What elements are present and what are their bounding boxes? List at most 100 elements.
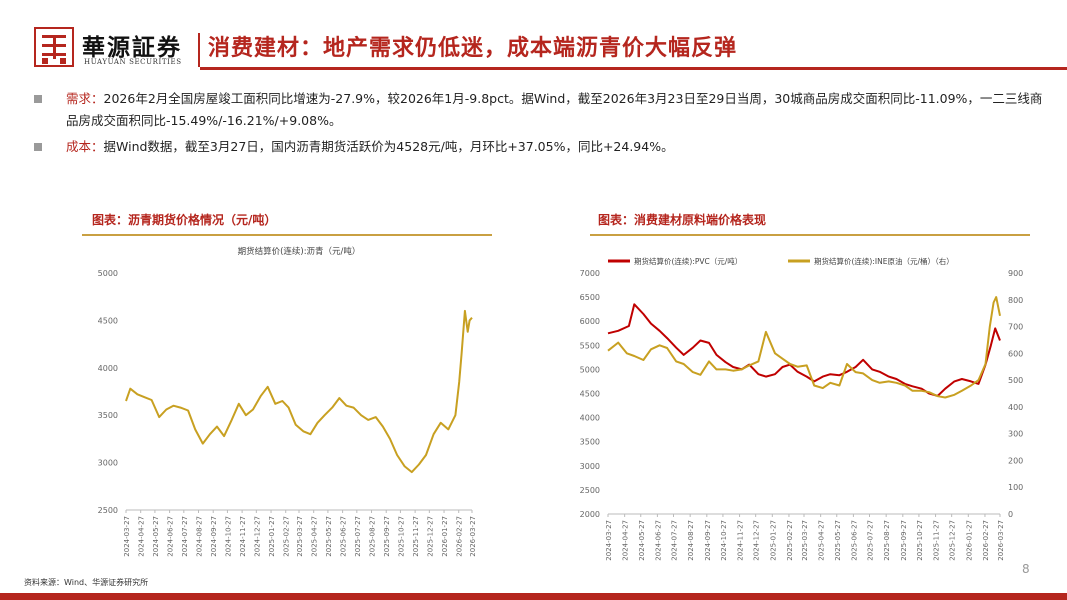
- y2-tick-label: 800: [1008, 296, 1023, 305]
- x-tick-label: 2025-06-27: [340, 516, 348, 557]
- x-tick-label: 2025-12-27: [426, 516, 434, 557]
- x-tick-label: 2025-08-27: [883, 520, 891, 561]
- y-tick-label: 2500: [580, 486, 600, 495]
- x-tick-label: 2026-01-27: [441, 516, 449, 557]
- x-tick-label: 2024-09-27: [704, 520, 712, 561]
- bullet-square-icon: [34, 143, 42, 151]
- x-tick-label: 2024-08-27: [687, 520, 695, 561]
- x-tick-label: 2025-12-27: [949, 520, 957, 561]
- bullet-demand: 需求：2026年2月全国房屋竣工面积同比增速为-27.9%，较2026年1月-9…: [34, 88, 1044, 132]
- x-tick-label: 2024-05-27: [638, 520, 646, 561]
- right-figure-rule: [590, 234, 1030, 236]
- x-tick-label: 2024-06-27: [167, 516, 175, 557]
- page-number: 8: [1022, 562, 1030, 576]
- x-tick-label: 2024-10-27: [224, 516, 232, 557]
- x-tick-label: 2024-07-27: [181, 516, 189, 557]
- x-tick-label: 2025-10-27: [916, 520, 924, 561]
- left-figure-title: 图表：沥青期货价格情况（元/吨）: [92, 213, 277, 227]
- x-tick-label: 2024-12-27: [753, 520, 761, 561]
- right-figure-title: 图表：消费建材原料端价格表现: [598, 213, 767, 227]
- logo-chinese-name: 華源証券: [82, 34, 182, 61]
- x-tick-label: 2025-10-27: [397, 516, 405, 557]
- x-tick-label: 2024-03-27: [123, 516, 131, 557]
- asphalt-futures-chart: 2500 3000 3500 4000 4500 5000 2024-03-27 2024-0…: [98, 246, 477, 557]
- bullet-tag: 需求：: [66, 91, 104, 106]
- x-tick-label: 2025-02-27: [786, 520, 794, 561]
- x-tick-label: 2025-11-27: [412, 516, 420, 557]
- y-tick-label: 4500: [98, 316, 118, 325]
- x-tick-label: 2025-07-27: [354, 516, 362, 557]
- logo-english-name: HUAYUAN SECURITIES: [84, 58, 182, 66]
- left-figure-rule: [82, 234, 492, 236]
- footer-bar: [0, 593, 1067, 600]
- x-tick-label: 2025-03-27: [296, 516, 304, 557]
- x-tick-label: 2025-06-27: [850, 520, 858, 561]
- source-note: 资料来源：Wind、华源证券研究所: [24, 578, 149, 587]
- y2-tick-label: 200: [1008, 456, 1023, 465]
- bullet-tag: 成本：: [66, 139, 104, 154]
- y2-tick-label: 600: [1008, 349, 1023, 358]
- y2-tick-label: 500: [1008, 376, 1023, 385]
- y-tick-label: 5000: [580, 365, 600, 374]
- x-tick-label: 2025-08-27: [369, 516, 377, 557]
- building-materials-cost-chart: 2000250030003500400045005000550060006500…: [580, 256, 1024, 561]
- y-tick-label: 7000: [580, 269, 600, 278]
- x-tick-label: 2024-04-27: [138, 516, 146, 557]
- x-tick-label: 2026-02-27: [982, 520, 990, 561]
- x-tick-label: 2025-01-27: [268, 516, 276, 557]
- x-tick-label: 2026-02-27: [456, 516, 464, 557]
- x-tick-label: 2024-08-27: [196, 516, 204, 557]
- y-tick-label: 6000: [580, 317, 600, 326]
- header-rule: [200, 67, 1067, 70]
- y-tick-label: 2500: [98, 506, 118, 515]
- x-tick-label: 2025-11-27: [933, 520, 941, 561]
- y2-tick-label: 100: [1008, 483, 1023, 492]
- x-tick-label: 2026-01-27: [965, 520, 973, 561]
- y2-tick-label: 900: [1008, 269, 1023, 278]
- bullet-text: 2026年2月全国房屋竣工面积同比增速为-27.9%，较2026年1月-9.8p…: [66, 91, 1043, 128]
- y-tick-label: 6500: [580, 293, 600, 302]
- x-tick-label: 2024-09-27: [210, 516, 218, 557]
- header-divider: [198, 33, 200, 67]
- y-tick-label: 5500: [580, 341, 600, 350]
- series-line: [125, 309, 473, 474]
- y-tick-label: 3500: [580, 438, 600, 447]
- logo-mark: [34, 27, 74, 67]
- y-tick-label: 4000: [580, 414, 600, 423]
- y-tick-label: 4500: [580, 390, 600, 399]
- x-tick-label: 2025-02-27: [283, 516, 291, 557]
- x-tick-label: 2025-04-27: [311, 516, 319, 557]
- y2-tick-label: 400: [1008, 403, 1023, 412]
- x-tick-label: 2024-04-27: [622, 520, 630, 561]
- x-tick-label: 2025-09-27: [383, 516, 391, 557]
- y-tick-label: 3000: [98, 459, 118, 468]
- y2-tick-label: 0: [1008, 510, 1013, 519]
- page-title: 消费建材：地产需求仍低迷，成本端沥青价大幅反弹: [208, 35, 738, 61]
- legend-label: 期货结算价(连续):INE原油（元/桶）（右）: [814, 256, 954, 266]
- x-tick-label: 2024-03-27: [605, 520, 613, 561]
- y-tick-label: 5000: [98, 269, 118, 278]
- y-tick-label: 3000: [580, 462, 600, 471]
- y-tick-label: 4000: [98, 364, 118, 373]
- x-tick-label: 2024-11-27: [737, 520, 745, 561]
- x-tick-label: 2024-06-27: [654, 520, 662, 561]
- x-tick-label: 2024-11-27: [239, 516, 247, 557]
- x-tick-label: 2024-12-27: [253, 516, 261, 557]
- x-tick-label: 2026-03-27: [469, 516, 477, 557]
- x-tick-label: 2026-03-27: [997, 520, 1005, 561]
- bullet-cost: 成本：据Wind数据，截至3月27日，国内沥青期货活跃价为4528元/吨，月环比…: [34, 136, 1044, 158]
- x-tick-label: 2025-07-27: [867, 520, 875, 561]
- x-tick-label: 2024-10-27: [720, 520, 728, 561]
- y-tick-label: 3500: [98, 411, 118, 420]
- bullet-list: 需求：2026年2月全国房屋竣工面积同比增速为-27.9%，较2026年1月-9…: [34, 88, 1044, 162]
- series-line: [607, 303, 1001, 397]
- y-tick-label: 2000: [580, 510, 600, 519]
- bullet-text: 据Wind数据，截至3月27日，国内沥青期货活跃价为4528元/吨，月环比+37…: [103, 139, 674, 154]
- legend-label: 期货结算价(连续):PVC（元/吨）: [634, 256, 742, 266]
- x-tick-label: 2025-04-27: [818, 520, 826, 561]
- x-tick-label: 2025-05-27: [325, 516, 333, 557]
- y2-tick-label: 700: [1008, 323, 1023, 332]
- x-tick-label: 2024-05-27: [152, 516, 160, 557]
- legend-label: 期货结算价(连续):沥青（元/吨）: [238, 246, 361, 257]
- series-line: [607, 296, 1001, 399]
